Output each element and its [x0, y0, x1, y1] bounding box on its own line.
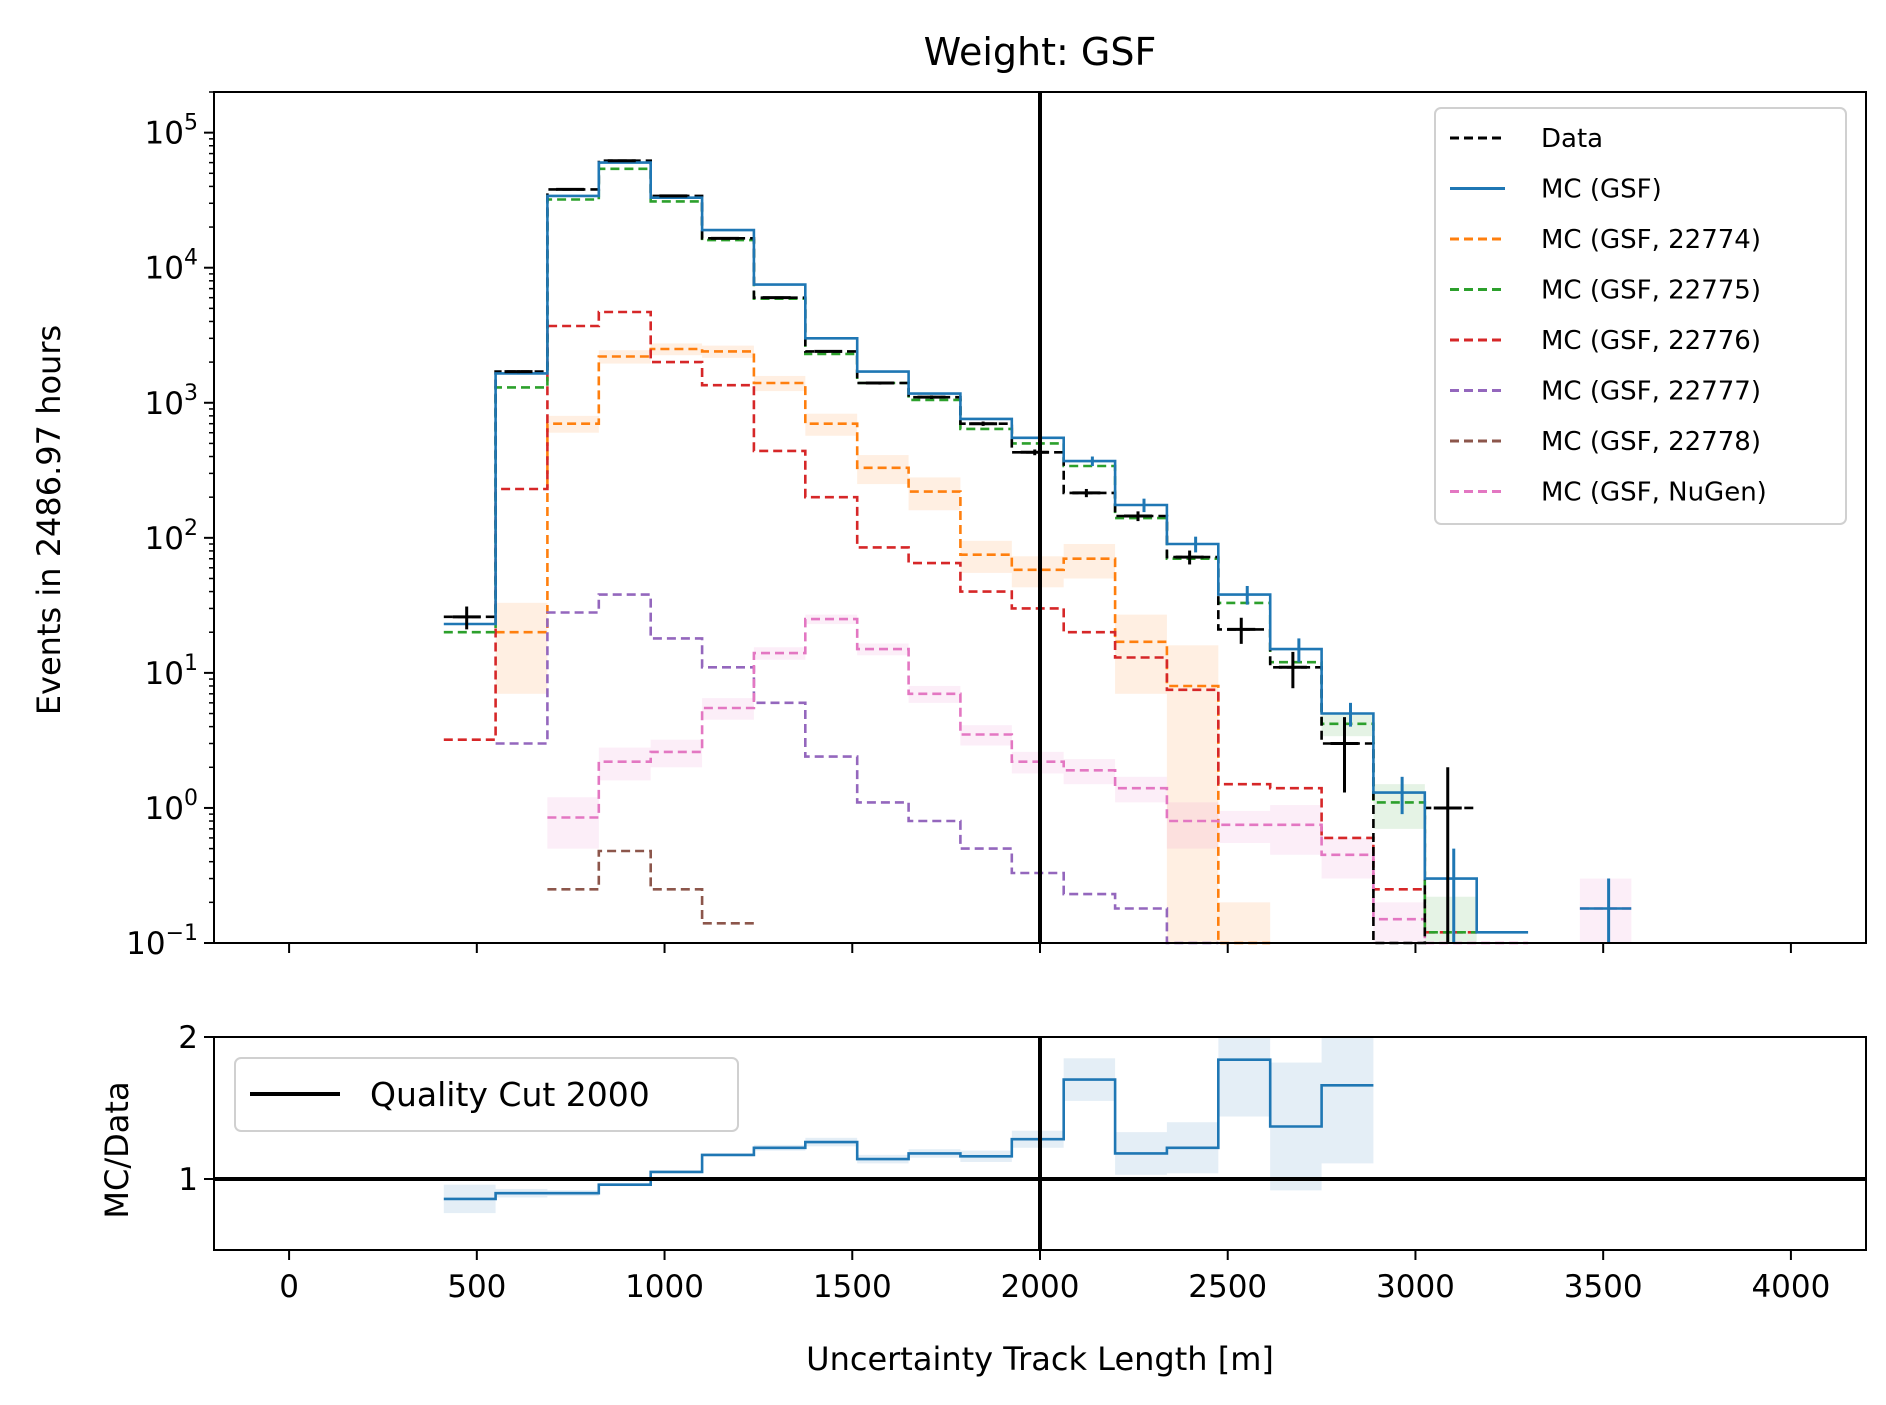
main-legend: Data MC (GSF) MC (GSF, 22774) MC (GSF, 2277…	[1434, 107, 1847, 525]
legend-label-6: MC (GSF, 22778)	[1541, 427, 1761, 457]
ratio-y-axis-label: MC/Data	[98, 1081, 136, 1218]
x-tick-label-2000: 2000	[1001, 1269, 1080, 1305]
band-7-5	[702, 698, 754, 720]
legend-label-0: Data	[1541, 124, 1603, 154]
y-tick-label-1: 100	[145, 786, 198, 827]
y-tick-label-0: 10−1	[126, 921, 198, 962]
chart-title: Weight: GSF	[924, 30, 1157, 74]
ratio-band-15	[1218, 1037, 1271, 1117]
ratio-legend-label: Quality Cut 2000	[370, 1075, 650, 1114]
series-line-mc-gsf-22778--0	[547, 849, 754, 925]
band-2-12	[1063, 544, 1116, 579]
series-line-mc-gsf-22777--0	[495, 593, 1219, 945]
y-tick-label-5: 104	[145, 246, 198, 287]
x-tick-label-500: 500	[447, 1269, 506, 1305]
band-2-11	[1011, 556, 1064, 588]
band-3-18	[1373, 784, 1425, 829]
x-tick-label-1000: 1000	[625, 1269, 704, 1305]
series-line-mc-gsf-22774--0	[495, 347, 1271, 945]
ratio-y-tick-label-2: 2	[178, 1020, 198, 1056]
band-7-2	[547, 797, 599, 849]
band-7-3	[598, 747, 651, 781]
x-tick-label-1500: 1500	[813, 1269, 892, 1305]
band-7-22	[1579, 878, 1632, 943]
ratio-legend-box	[234, 1057, 739, 1132]
band-7-15	[1218, 810, 1271, 844]
band-2-14	[1166, 645, 1219, 943]
legend-label-4: MC (GSF, 22776)	[1541, 326, 1761, 356]
band-7-17	[1321, 837, 1374, 879]
x-axis-label: Uncertainty Track Length [m]	[806, 1340, 1274, 1378]
main-error-bands	[495, 343, 1632, 943]
main-error-bars	[452, 159, 1611, 943]
band-2-3	[598, 350, 651, 364]
band-2-15	[1218, 902, 1271, 943]
legend-label-3: MC (GSF, 22775)	[1541, 276, 1761, 306]
legend-label-1: MC (GSF)	[1541, 175, 1662, 205]
band-7-18	[1373, 902, 1425, 943]
band-7-13	[1115, 776, 1167, 803]
y-tick-label-4: 103	[145, 381, 198, 422]
y-tick-label-3: 102	[145, 516, 198, 557]
band-7-12	[1063, 759, 1116, 785]
band-2-1	[495, 602, 548, 694]
band-2-6	[753, 375, 806, 392]
x-tick-label-2500: 2500	[1188, 1269, 1267, 1305]
legend-box	[1434, 107, 1847, 525]
x-tick-label-3000: 3000	[1376, 1269, 1455, 1305]
band-2-5	[702, 345, 754, 358]
y-tick-label-2: 101	[145, 651, 198, 692]
ratio-y-tick-label-1: 1	[178, 1162, 198, 1198]
y-tick-label-6: 105	[145, 111, 198, 152]
main-y-axis-label: Events in 2486.97 hours	[30, 325, 68, 715]
ratio-series-lines	[443, 1058, 1374, 1201]
band-3-19	[1424, 896, 1477, 943]
ratio-band-17	[1321, 1037, 1374, 1164]
ratio-line-0	[443, 1058, 1374, 1201]
reference-lines	[214, 92, 1866, 1250]
band-7-16	[1270, 805, 1322, 855]
band-2-9	[908, 477, 961, 511]
legend-label-7: MC (GSF, NuGen)	[1541, 478, 1767, 508]
band-2-10	[960, 540, 1012, 573]
band-7-14	[1166, 802, 1219, 849]
x-tick-label-3500: 3500	[1564, 1269, 1643, 1305]
band-7-10	[960, 725, 1012, 746]
legend-label-2: MC (GSF, 22774)	[1541, 225, 1761, 255]
series-line-mc-gsf-nugen--0	[547, 617, 1529, 945]
band-7-4	[650, 739, 703, 768]
x-tick-label-0: 0	[279, 1269, 299, 1305]
series-line-mc-gsf-22776--0	[443, 310, 1477, 934]
legend-label-5: MC (GSF, 22777)	[1541, 377, 1761, 407]
ratio-legend: Quality Cut 2000	[234, 1057, 739, 1132]
series-line-mc-gsf--0	[443, 161, 1529, 934]
band-2-8	[857, 455, 909, 485]
axis-ticks: 0 500 1000 1500 2000 2500 3000 3500 4000 10−1 100 1…	[126, 91, 1830, 1305]
x-tick-label-4000: 4000	[1751, 1269, 1830, 1305]
band-2-13	[1115, 614, 1167, 694]
